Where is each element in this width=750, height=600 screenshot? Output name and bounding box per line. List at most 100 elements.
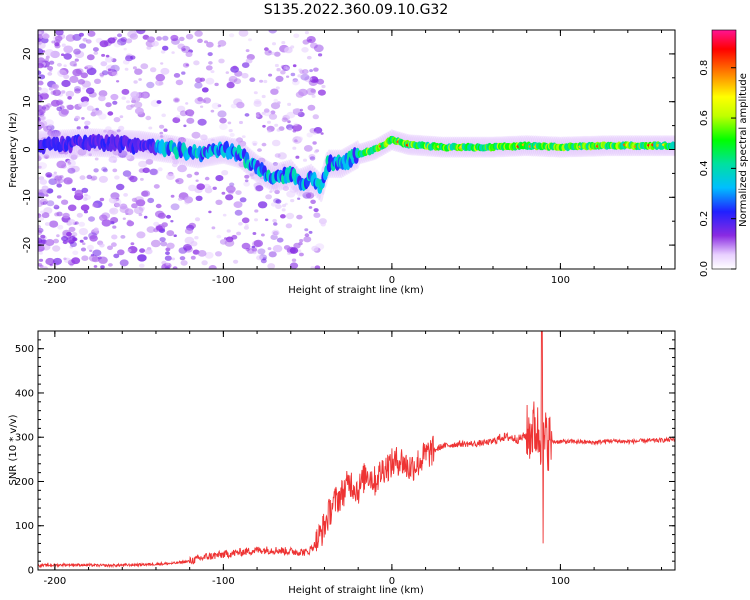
noise-blob [77, 148, 87, 156]
noise-blob [225, 185, 236, 193]
noise-blob [141, 92, 149, 99]
snr-ticks: -200 -100 0 100 0 100 200 300 400 500 [15, 330, 675, 587]
noise-blob [227, 121, 232, 125]
noise-blob [47, 66, 54, 71]
noise-blob [54, 175, 63, 182]
noise-blob [257, 248, 266, 255]
noise-blob [82, 242, 86, 245]
noise-blob [314, 265, 321, 269]
snr-frame [37, 330, 676, 571]
noise-blob [273, 222, 278, 226]
noise-blob [56, 183, 62, 188]
noise-blob [263, 79, 268, 84]
colorbar-label: Normalized spectral amplitude [738, 73, 749, 227]
noise-blob [289, 186, 299, 194]
noise-blob [132, 66, 137, 70]
noise-blob [313, 78, 319, 83]
noise-blob [114, 202, 122, 208]
noise-blob [122, 217, 126, 220]
y-tick-label: 10 [22, 95, 33, 108]
noise-blob [186, 117, 195, 124]
noise-blob [255, 185, 264, 192]
noise-blob [68, 226, 76, 232]
noise-blob [125, 154, 131, 159]
noise-blob [117, 249, 125, 256]
noise-blob [55, 30, 64, 36]
noise-blob [45, 55, 50, 59]
noise-blob [79, 43, 87, 49]
noise-blob [238, 222, 243, 226]
noise-blob [88, 216, 95, 222]
noise-blob [275, 75, 284, 82]
noise-blob [38, 213, 42, 219]
noise-blob [210, 109, 215, 113]
noise-blob [62, 240, 68, 245]
noise-blob [140, 190, 149, 197]
noise-blob [249, 173, 254, 177]
noise-blob [235, 190, 242, 196]
noise-blob [281, 163, 286, 167]
noise-blob [248, 38, 252, 42]
noise-blob [293, 33, 300, 39]
noise-blob [181, 71, 186, 75]
noise-blob [52, 245, 61, 252]
noise-blob [238, 30, 249, 37]
noise-blob [253, 239, 263, 247]
noise-blob [76, 212, 83, 218]
y-tick-label: 400 [15, 388, 34, 399]
noise-blob [38, 86, 42, 91]
noise-blob [179, 256, 186, 261]
noise-blob [164, 255, 172, 261]
noise-blob [171, 38, 180, 45]
noise-blob [107, 37, 116, 44]
noise-blob [304, 228, 309, 232]
noise-blob [110, 208, 116, 213]
noise-blob [196, 183, 205, 190]
noise-blob [144, 248, 153, 255]
noise-blob [251, 247, 257, 252]
noise-blob [61, 199, 69, 205]
noise-blob [170, 34, 179, 42]
noise-blob [93, 265, 98, 268]
noise-blob [298, 252, 304, 257]
noise-blob [147, 197, 155, 204]
noise-blob [270, 110, 276, 115]
noise-blob [283, 65, 288, 70]
y-tick-label: -10 [22, 189, 33, 205]
noise-blob [215, 175, 224, 182]
noise-blob [85, 39, 92, 44]
noise-blob [271, 183, 279, 190]
noise-blob [93, 227, 99, 232]
noise-blob [270, 102, 281, 110]
noise-blob [38, 162, 47, 170]
noise-blob [40, 210, 45, 214]
noise-blob [140, 177, 144, 181]
noise-blob [48, 178, 57, 185]
noise-blob [42, 33, 50, 39]
noise-blob [112, 225, 117, 229]
noise-blob [164, 266, 170, 269]
noise-blob [274, 63, 279, 68]
x-tick-label: -100 [212, 576, 235, 587]
noise-blob [190, 255, 196, 260]
noise-blob [46, 200, 55, 207]
noise-blob [210, 70, 215, 74]
noise-blob [239, 197, 247, 203]
noise-blob [288, 127, 293, 131]
snr-y-axis-label: SNR (10 * v/v) [8, 414, 19, 485]
noise-blob [120, 37, 127, 42]
noise-blob [179, 110, 188, 117]
noise-blob [212, 186, 217, 190]
noise-blob [146, 81, 155, 89]
noise-blob [208, 210, 212, 214]
noise-blob [149, 168, 158, 175]
noise-blob [156, 36, 163, 41]
noise-blob [277, 101, 281, 105]
x-tick-label: -200 [44, 275, 67, 286]
noise-blob [275, 204, 282, 210]
noise-blob [191, 131, 201, 139]
noise-blob [180, 260, 188, 266]
noise-blob [200, 134, 208, 141]
noise-blob [252, 251, 257, 255]
